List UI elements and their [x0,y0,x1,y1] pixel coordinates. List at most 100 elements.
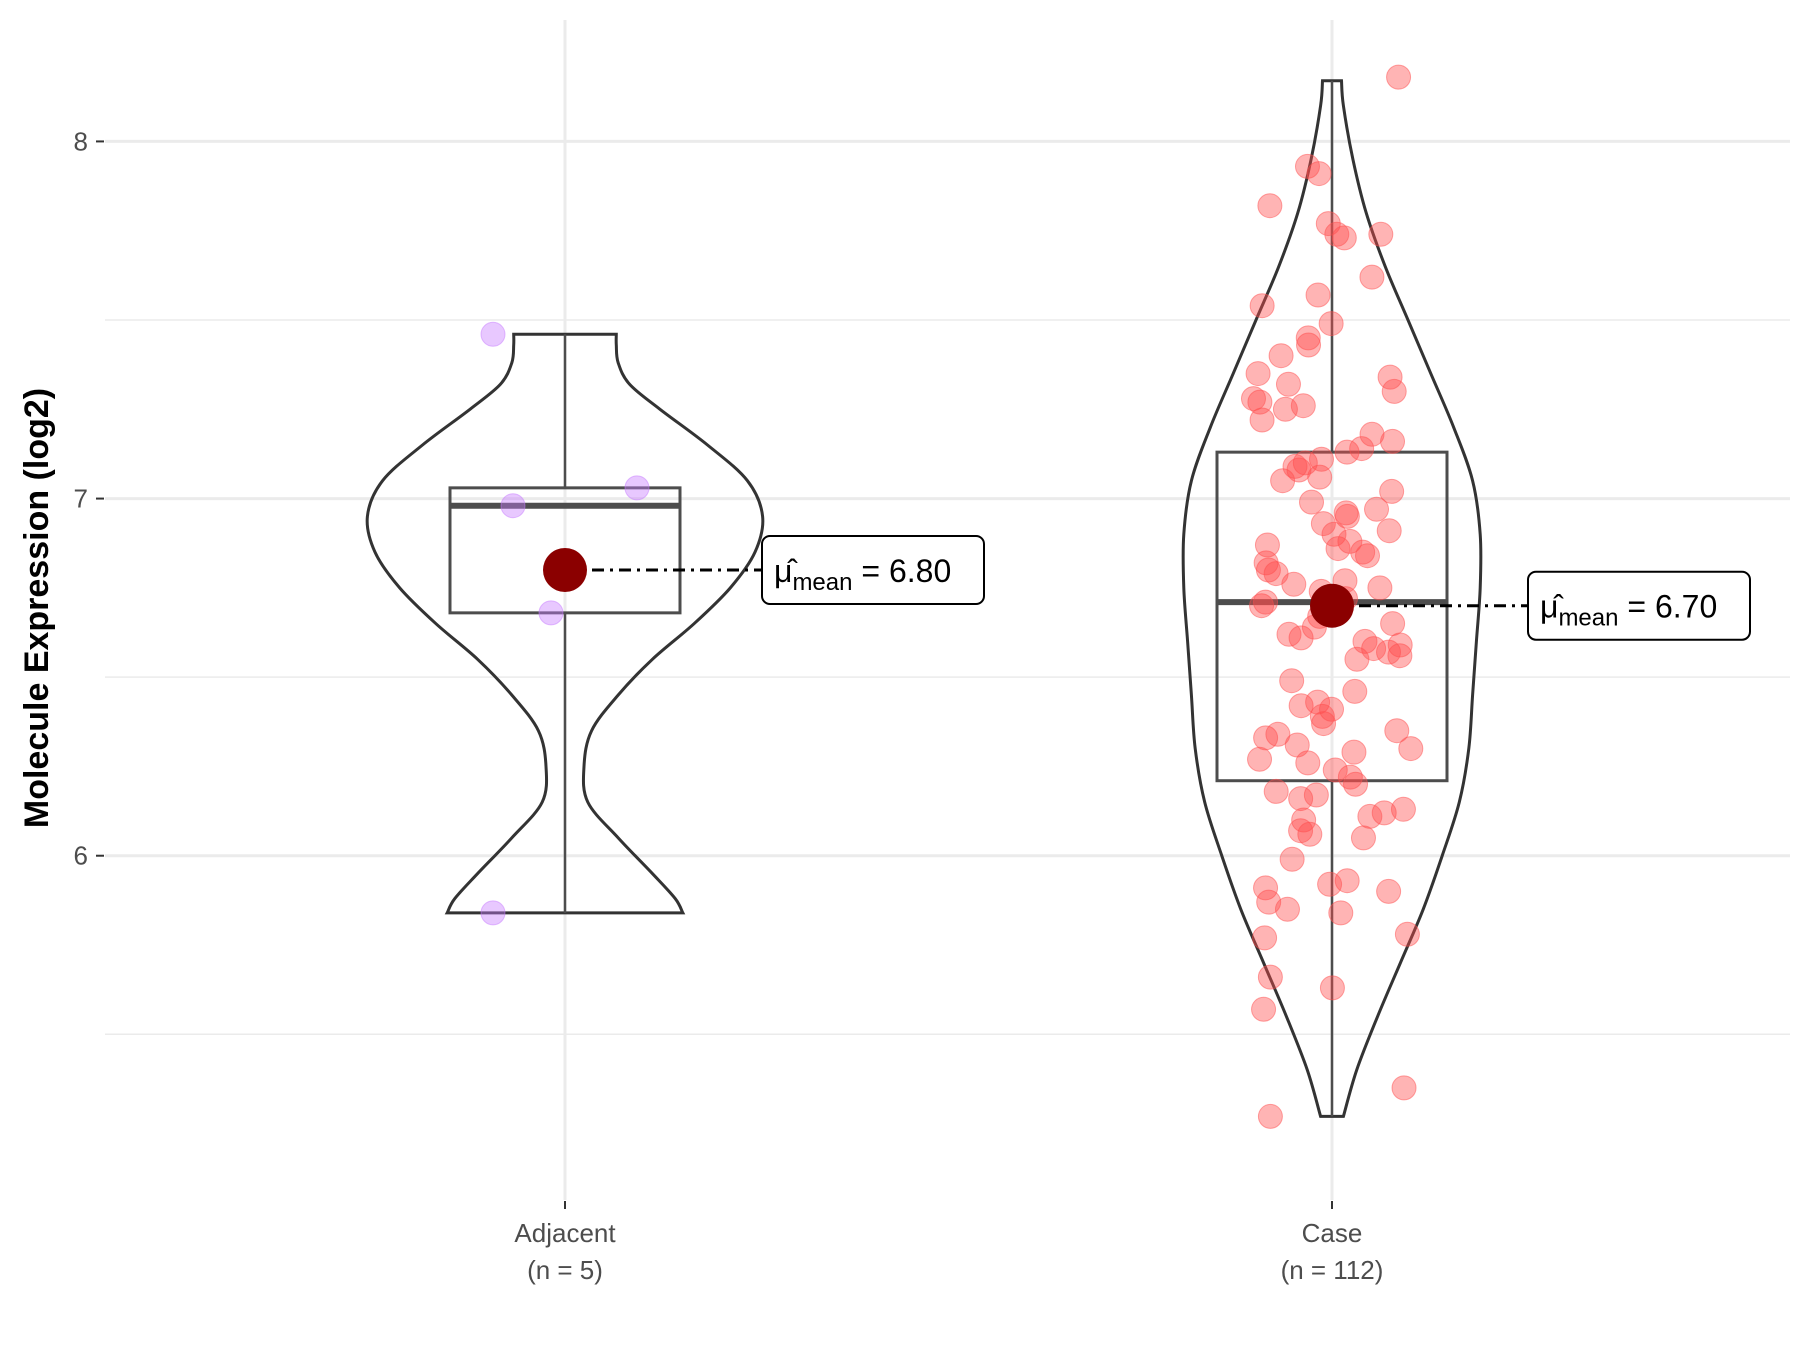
data-point [1265,721,1291,747]
axes: 6 7 8 Adjacent (n = 5) Case (n = 112) [74,126,1384,1285]
data-point [1268,343,1294,369]
x-tick-sample-size: (n = 112) [1281,1255,1384,1285]
mean-annotations: μ̂mean = 6.80 μ̂mean = 6.70 [543,535,1751,641]
data-point [1252,925,1278,951]
data-point [1240,386,1266,412]
data-point [1305,689,1331,715]
data-point [1309,703,1335,729]
data-point [1254,532,1280,558]
data-point [500,493,526,519]
data-point [1334,503,1360,529]
data-point [1296,332,1322,358]
y-tick-label: 7 [74,484,88,514]
data-point [1355,543,1381,569]
data-point [1256,889,1282,915]
data-point [1257,1103,1283,1129]
data-point [1334,439,1360,465]
mean-label: μ̂mean = 6.70 [1540,589,1717,632]
data-point [1309,446,1334,472]
data-point [1315,211,1341,237]
data-point [1257,964,1283,990]
data-point [1391,1075,1417,1101]
data-point [1281,571,1307,597]
data-point [1272,396,1298,422]
data-point [1367,575,1393,601]
y-tick-label: 6 [74,841,88,871]
data-point [1257,193,1283,219]
data-point [1255,557,1281,583]
data-point [1288,693,1314,719]
data-point [1394,921,1420,947]
data-point [1291,807,1317,833]
data-point [1368,221,1394,247]
data-point [1398,736,1424,762]
data-point [1337,528,1363,554]
data-point [1288,786,1314,812]
x-tick-label: Adjacent [514,1218,616,1248]
mean-marker [543,548,587,592]
data-point [1247,746,1273,772]
data-point [1377,364,1403,390]
data-point [1325,536,1351,562]
data-point [1321,521,1347,547]
data-point [1322,757,1348,783]
violin-adjacent [365,332,765,915]
data-point [1295,325,1321,351]
data-point [1270,468,1296,494]
data-point [1390,796,1416,822]
mean-label: μ̂mean = 6.80 [774,553,951,596]
data-point [1305,282,1331,308]
data-point [1306,161,1332,187]
data-point [1282,453,1308,479]
data-point [1350,539,1376,565]
data-point [1253,589,1279,615]
data-point [1279,846,1305,872]
data-point [1263,778,1289,804]
data-point [1376,518,1402,544]
data-point [1249,293,1275,319]
y-tick-label: 8 [74,126,88,156]
data-point [1387,632,1413,658]
data-point [1303,782,1329,808]
data-point [538,600,564,626]
data-point [1297,821,1323,847]
data-point [1341,739,1367,765]
data-point [1384,718,1410,744]
data-point [1364,496,1390,522]
data-point [1245,361,1271,387]
data-point [1386,64,1412,90]
iqr-box [1215,450,1449,783]
data-point [624,475,650,501]
mean-label-box [1527,570,1751,641]
data-point [1253,725,1279,751]
data-point [1299,489,1325,515]
data-point [1328,900,1354,926]
data-point [1379,478,1405,504]
data-point [1251,996,1277,1022]
mean-label-box [761,535,985,605]
data-point [1350,825,1376,851]
data-point [1318,311,1344,337]
data-point [1288,625,1314,651]
data-point [1279,668,1305,694]
data-point [480,900,506,926]
mean-marker [1310,583,1354,628]
data-point [1380,428,1406,454]
data-point [1274,896,1300,922]
iqr-box [448,486,682,615]
data-point [1349,436,1375,462]
data-point [1311,711,1337,737]
data-point [1310,511,1336,537]
data-point [1343,771,1369,797]
data-point [1288,818,1314,844]
data-point [1307,464,1333,490]
data-point [1331,225,1357,251]
data-point [1337,764,1363,790]
x-tick-sample-size: (n = 5) [527,1255,603,1285]
data-points [480,64,1424,1129]
data-point [1381,378,1407,404]
data-point [480,321,506,347]
data-point [1344,646,1370,672]
violins [365,79,1483,1118]
